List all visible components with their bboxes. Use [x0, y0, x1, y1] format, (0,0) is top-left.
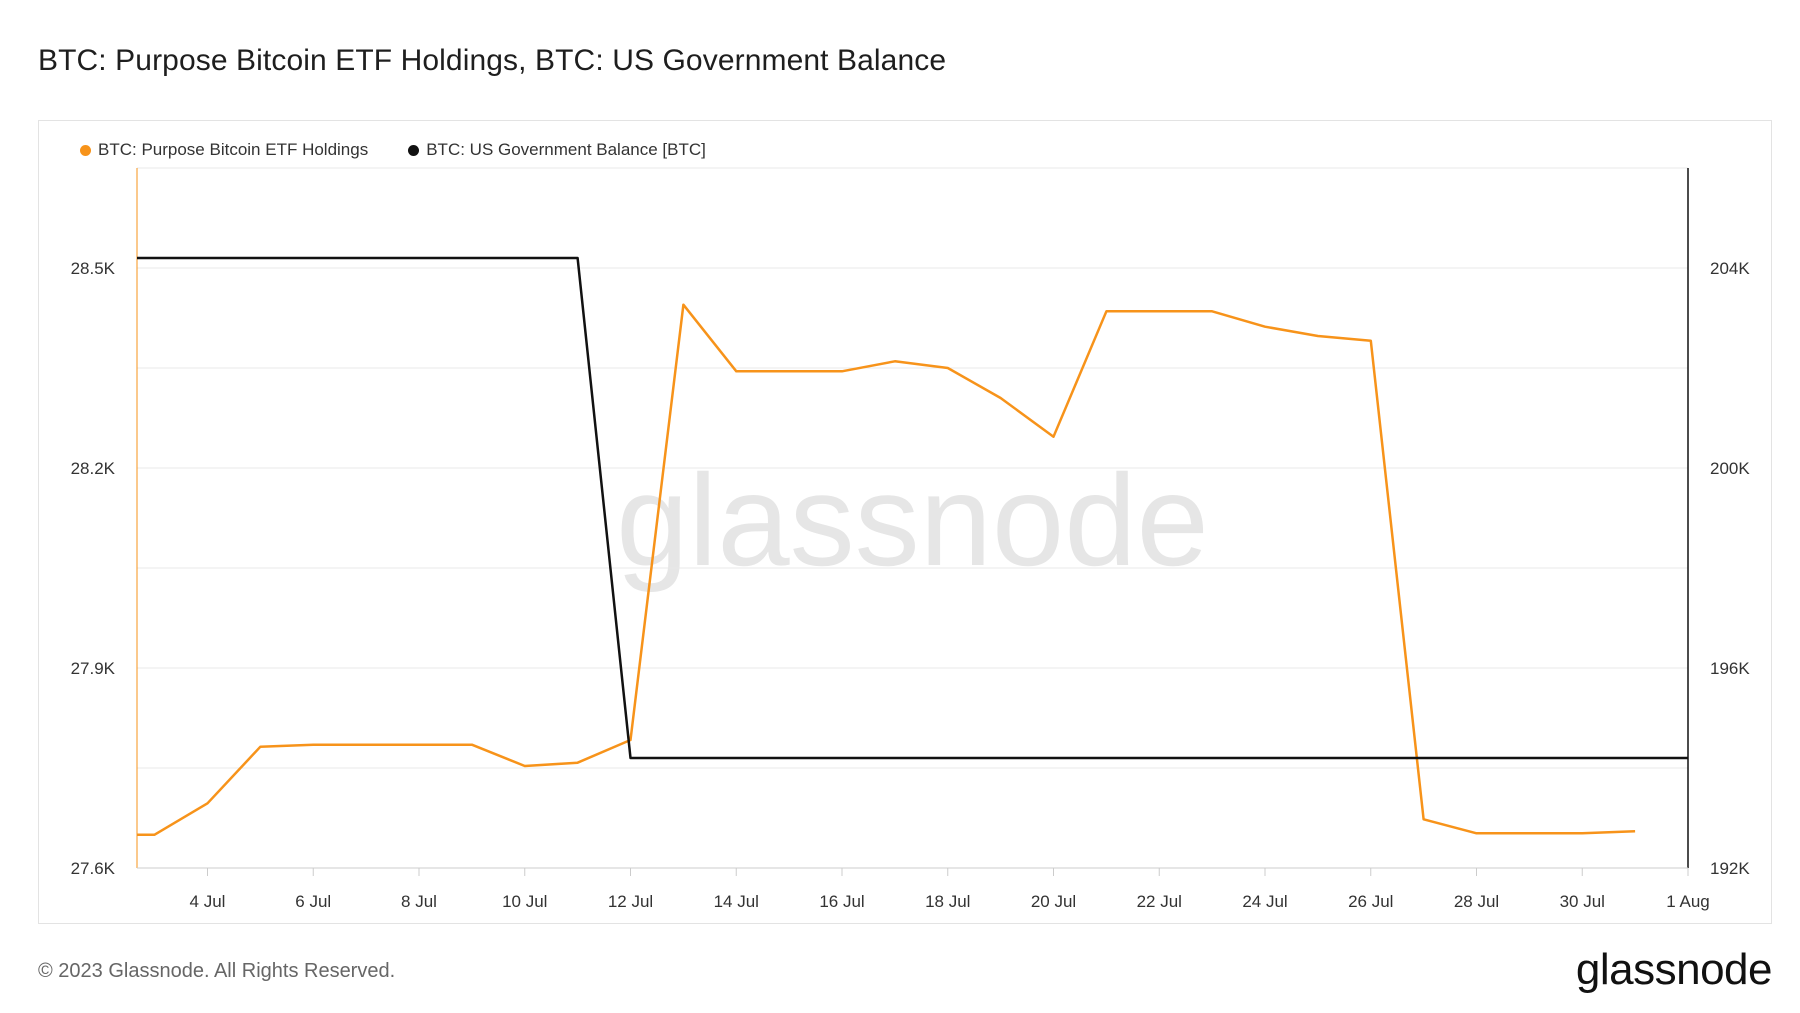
copyright-footer: © 2023 Glassnode. All Rights Reserved. [38, 960, 396, 982]
legend-marker-us-government [408, 144, 420, 156]
x-tick-label: 4 Jul [190, 892, 226, 911]
y-left-tick-label: 27.6K [71, 859, 116, 878]
y-left-tick-label: 28.5K [71, 259, 116, 278]
legend-label-us-government: BTC: US Government Balance [BTC] [426, 140, 706, 159]
x-tick-label: 10 Jul [502, 892, 547, 911]
x-tick-label: 24 Jul [1242, 892, 1287, 911]
chart-panel [38, 120, 1772, 924]
x-tick-label: 8 Jul [401, 892, 437, 911]
x-tick-label: 28 Jul [1454, 892, 1499, 911]
x-tick-label: 30 Jul [1560, 892, 1605, 911]
x-tick-label: 18 Jul [925, 892, 970, 911]
series-line-purpose-etf [137, 303, 1636, 836]
y-right-tick-label: 196K [1710, 659, 1750, 678]
x-tick-label: 20 Jul [1031, 892, 1076, 911]
x-tick-label: 1 Aug [1666, 892, 1710, 911]
x-tick-label: 12 Jul [608, 892, 653, 911]
y-right-tick-label: 192K [1710, 859, 1750, 878]
legend-marker-purpose-etf [80, 144, 91, 156]
x-tick-label: 26 Jul [1348, 892, 1393, 911]
x-tick-label: 14 Jul [714, 892, 759, 911]
series-line-us-government [137, 256, 1688, 760]
glassnode-logo[interactable]: glassnode [1575, 945, 1773, 994]
y-right-tick-label: 200K [1710, 459, 1750, 478]
watermark-text: glassnode [616, 447, 1209, 593]
legend-label-purpose-etf: BTC: Purpose Bitcoin ETF Holdings [98, 140, 369, 159]
legend-item-us-government[interactable]: BTC: US Government Balance [BTC] [408, 140, 706, 160]
x-tick-label: 6 Jul [295, 892, 331, 911]
y-left-tick-label: 28.2K [71, 459, 116, 478]
chart-legend: BTC: Purpose Bitcoin ETF Holdings BTC: U… [80, 140, 706, 160]
x-tick-label: 16 Jul [819, 892, 864, 911]
x-tick-label: 22 Jul [1137, 892, 1182, 911]
y-right-tick-label: 204K [1710, 259, 1750, 278]
legend-item-purpose-etf[interactable]: BTC: Purpose Bitcoin ETF Holdings [80, 140, 368, 160]
y-left-tick-label: 27.9K [71, 659, 116, 678]
chart-title: BTC: Purpose Bitcoin ETF Holdings, BTC: … [38, 44, 947, 77]
